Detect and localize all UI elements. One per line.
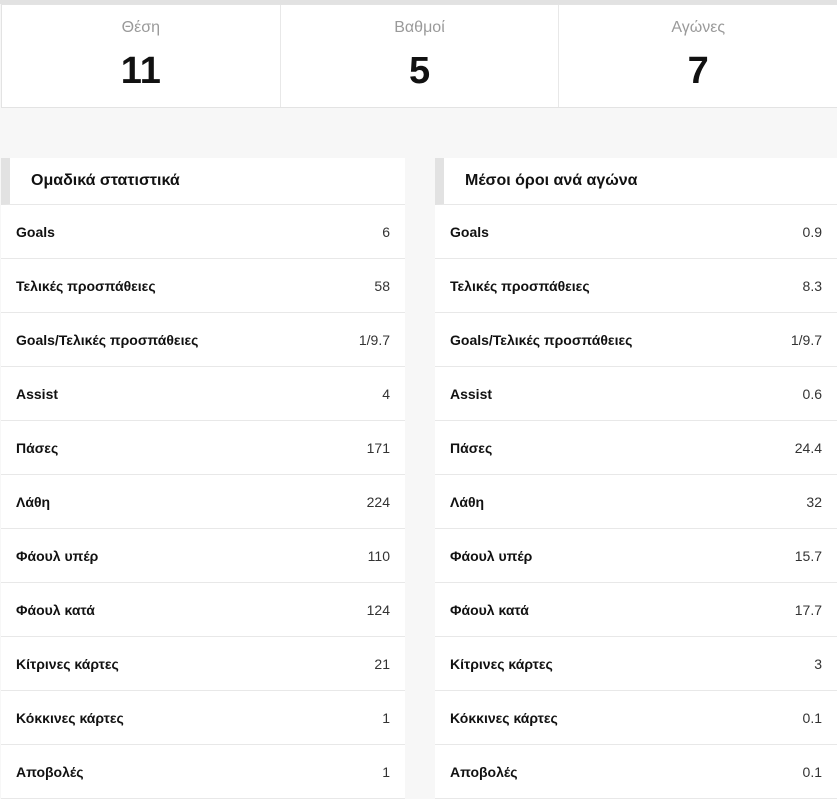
average-value: 15.7 [794,547,822,564]
summary-bar: Θέση 11 Βαθμοί 5 Αγώνες 7 [1,4,837,108]
average-row: Κίτρινες κάρτες 3 [435,637,837,691]
average-row: Λάθη 32 [435,475,837,529]
average-row: Assist 0.6 [435,367,837,421]
stat-value: 4 [382,385,390,402]
stat-name: Assist [16,385,59,402]
stat-value: 58 [374,277,390,294]
average-name: Φάουλ υπέρ [450,547,533,564]
average-name: Φάουλ κατά [450,601,529,618]
stat-value: 171 [366,439,390,456]
stat-row: Λάθη 224 [1,475,405,529]
stat-value: 110 [367,547,390,564]
stat-row: Φάουλ υπέρ 110 [1,529,405,583]
stat-row: Goals/Τελικές προσπάθειες 1/9.7 [1,313,405,367]
stat-name: Αποβολές [16,763,84,780]
average-row: Goals/Τελικές προσπάθειες 1/9.7 [435,313,837,367]
matches-value: 7 [687,50,709,92]
stat-name: Τελικές προσπάθειες [16,277,156,294]
average-row: Φάουλ κατά 17.7 [435,583,837,637]
average-name: Τελικές προσπάθειες [450,277,590,294]
average-row: Φάουλ υπέρ 15.7 [435,529,837,583]
stat-row: Assist 4 [1,367,405,421]
stat-row: Αποβολές 1 [1,745,405,799]
top-divider [0,0,837,4]
position-label: Θέση [121,19,161,36]
stat-row: Φάουλ κατά 124 [1,583,405,637]
average-row: Τελικές προσπάθειες 8.3 [435,259,837,313]
points-label: Βαθμοί [394,19,445,36]
matches-label: Αγώνες [671,19,726,36]
average-name: Λάθη [450,493,485,510]
summary-matches: Αγώνες 7 [559,5,837,107]
average-name: Αποβολές [450,763,518,780]
stat-name: Goals [16,223,55,240]
stat-name: Goals/Τελικές προσπάθειες [16,331,199,348]
average-name: Goals [450,223,489,240]
stat-row: Τελικές προσπάθειες 58 [1,259,405,313]
stat-value: 21 [374,655,390,672]
team-stats-title: Ομαδικά στατιστικά [1,158,405,205]
stat-name: Κίτρινες κάρτες [16,655,119,672]
average-value: 0.1 [802,763,822,780]
stat-row: Κόκκινες κάρτες 1 [1,691,405,745]
average-name: Πάσες [450,439,493,456]
stat-value: 124 [366,601,390,618]
position-value: 11 [120,50,161,92]
stat-value: 1 [382,763,390,780]
summary-position: Θέση 11 [2,5,281,107]
average-value: 1/9.7 [790,331,822,348]
points-value: 5 [408,50,431,92]
average-row: Πάσες 24.4 [435,421,837,475]
stat-name: Λάθη [16,493,51,510]
average-value: 32 [806,493,822,510]
averages-title: Μέσοι όροι ανά αγώνα [435,158,837,205]
average-value: 3 [814,655,822,672]
average-name: Goals/Τελικές προσπάθειες [450,331,633,348]
average-value: 8.3 [802,277,822,294]
team-stats-panel: Ομαδικά στατιστικά Goals 6 Τελικές προσπά… [1,158,405,799]
averages-panel: Μέσοι όροι ανά αγώνα Goals 0.9 Τελικές πρ… [435,158,837,799]
average-row: Αποβολές 0.1 [435,745,837,799]
stat-name: Φάουλ κατά [16,601,95,618]
summary-points: Βαθμοί 5 [281,5,560,107]
stat-value: 1/9.7 [358,331,390,348]
stat-row: Πάσες 171 [1,421,405,475]
stat-row: Goals 6 [1,205,405,259]
stat-value: 6 [382,223,390,240]
average-name: Κίτρινες κάρτες [450,655,553,672]
average-row: Goals 0.9 [435,205,837,259]
stat-name: Πάσες [16,439,59,456]
average-name: Κόκκινες κάρτες [450,709,558,726]
average-value: 0.9 [802,223,822,240]
stat-row: Κίτρινες κάρτες 21 [1,637,405,691]
stat-value: 224 [366,493,390,510]
stat-name: Κόκκινες κάρτες [16,709,124,726]
average-row: Κόκκινες κάρτες 0.1 [435,691,837,745]
average-value: 24.4 [794,439,822,456]
average-value: 0.6 [802,385,822,402]
stat-value: 1 [382,709,390,726]
average-name: Assist [450,385,493,402]
stat-name: Φάουλ υπέρ [16,547,99,564]
average-value: 0.1 [802,709,822,726]
average-value: 17.7 [794,601,822,618]
